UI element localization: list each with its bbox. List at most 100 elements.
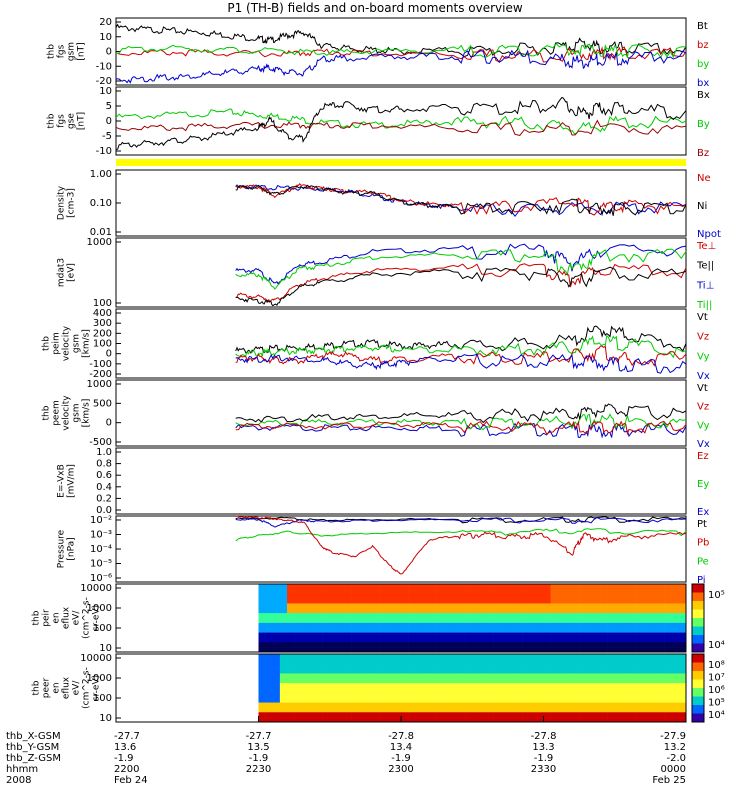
heatmap-cell-peer xyxy=(351,663,359,669)
colorbar-peir xyxy=(692,584,704,593)
heatmap-cell-peer xyxy=(579,717,587,723)
heatmap-cell-peir xyxy=(265,603,274,609)
ytick-label: 0 xyxy=(106,116,112,127)
heatmap-cell-peer xyxy=(550,712,559,718)
heatmap-cell-peer xyxy=(279,678,288,684)
heatmap-cell-peir xyxy=(287,613,295,619)
heatmap-cell-peer xyxy=(472,717,480,723)
heatmap-cell-peer xyxy=(636,692,644,699)
heatmap-cell-peer xyxy=(450,683,459,689)
heatmap-cell-peer xyxy=(621,692,630,699)
heatmap-cell-peir xyxy=(279,588,288,595)
heatmap-cell-peer xyxy=(536,717,544,723)
heatmap-cell-peir xyxy=(422,637,430,643)
heatmap-cell-peir xyxy=(657,613,665,619)
colorbar-peir xyxy=(692,609,704,619)
heatmap-cell-peir xyxy=(500,598,509,604)
heatmap-cell-peir xyxy=(294,603,302,609)
heatmap-cell-peer xyxy=(486,663,494,669)
heatmap-cell-peir xyxy=(287,603,295,609)
heatmap-cell-peir xyxy=(500,622,509,629)
heatmap-cell-peir xyxy=(258,603,266,609)
heatmap-cell-peer xyxy=(671,688,680,694)
heatmap-cell-peer xyxy=(465,678,473,684)
heatmap-cell-peir xyxy=(386,613,395,619)
heatmap-cell-peer xyxy=(550,688,559,694)
heatmap-cell-peir xyxy=(593,622,601,629)
heatmap-cell-peer xyxy=(422,712,430,718)
heatmap-cell-peir xyxy=(515,647,523,653)
heatmap-cell-peer xyxy=(664,688,673,694)
heatmap-cell-peir xyxy=(351,618,359,624)
heatmap-cell-peer xyxy=(600,688,608,694)
heatmap-cell-peir xyxy=(557,618,566,624)
heatmap-cell-peir xyxy=(543,632,551,638)
heatmap-cell-peer xyxy=(493,654,502,660)
heatmap-cell-peer xyxy=(543,673,551,679)
heatmap-cell-peir xyxy=(600,637,608,643)
heatmap-cell-peer xyxy=(465,683,473,689)
heatmap-cell-peer xyxy=(472,668,480,674)
ylabel-line: [nT] xyxy=(77,112,87,130)
heatmap-cell-peir xyxy=(543,647,551,653)
heatmap-cell-peir xyxy=(557,598,566,604)
heatmap-cell-peer xyxy=(536,683,544,689)
heatmap-cell-peer xyxy=(365,668,373,674)
heatmap-cell-peer xyxy=(308,668,316,674)
heatmap-cell-peer xyxy=(258,663,266,669)
heatmap-cell-peer xyxy=(393,673,402,679)
heatmap-cell-peer xyxy=(265,688,274,694)
heatmap-cell-peer xyxy=(671,654,680,660)
heatmap-cell-peer xyxy=(550,654,559,660)
heatmap-cell-peir xyxy=(650,647,658,653)
heatmap-cell-peir xyxy=(579,613,587,619)
heatmap-cell-peer xyxy=(557,688,566,694)
heatmap-cell-peer xyxy=(500,692,509,699)
heatmap-cell-peer xyxy=(636,673,644,679)
heatmap-cell-peer xyxy=(500,688,509,694)
heatmap-cell-peir xyxy=(365,647,373,653)
heatmap-cell-peer xyxy=(522,673,530,679)
heatmap-cell-peer xyxy=(636,688,644,694)
heatmap-cell-peir xyxy=(386,593,395,599)
heatmap-cell-peer xyxy=(450,697,459,703)
colorbar-tick-peer: 10⁸ xyxy=(708,660,725,671)
legend-efield: Ez xyxy=(697,451,709,462)
heatmap-cell-peer xyxy=(308,702,316,708)
heatmap-cell-peer xyxy=(365,658,373,665)
heatmap-cell-peir xyxy=(279,603,288,609)
heatmap-cell-peer xyxy=(294,658,302,665)
heatmap-cell-peer xyxy=(336,683,345,689)
heatmap-cell-peir xyxy=(593,618,601,624)
heatmap-cell-peer xyxy=(507,654,516,660)
heatmap-cell-peer xyxy=(258,654,266,660)
heatmap-cell-peir xyxy=(415,642,423,648)
heatmap-cell-peer xyxy=(678,692,687,699)
heatmap-cell-peer xyxy=(564,673,573,679)
heatmap-cell-peir xyxy=(329,618,338,624)
heatmap-cell-peer xyxy=(401,668,409,674)
heatmap-cell-peer xyxy=(351,683,359,689)
heatmap-cell-peer xyxy=(344,658,352,665)
heatmap-cell-peer xyxy=(279,707,288,713)
heatmap-cell-peir xyxy=(636,642,644,648)
heatmap-cell-peir xyxy=(415,632,423,638)
heatmap-cell-peir xyxy=(550,588,559,595)
ylabel-line: eflux xyxy=(62,606,72,629)
heatmap-cell-peir xyxy=(607,637,616,643)
heatmap-cell-peer xyxy=(564,717,573,723)
heatmap-cell-peer xyxy=(572,663,580,669)
heatmap-cell-peir xyxy=(600,593,608,599)
heatmap-cell-peir xyxy=(671,618,680,624)
heatmap-cell-peir xyxy=(507,598,516,604)
ylabel-line: [eV] xyxy=(67,263,77,282)
heatmap-cell-peer xyxy=(315,692,323,699)
series-fgs-Bt xyxy=(115,23,687,58)
heatmap-cell-peer xyxy=(422,707,430,713)
heatmap-cell-peir xyxy=(322,647,331,653)
heatmap-cell-peer xyxy=(458,668,466,674)
heatmap-cell-peir xyxy=(621,632,630,638)
heatmap-cell-peir xyxy=(593,627,601,633)
colorbar-peir xyxy=(692,626,704,636)
heatmap-cell-peer xyxy=(600,692,608,699)
